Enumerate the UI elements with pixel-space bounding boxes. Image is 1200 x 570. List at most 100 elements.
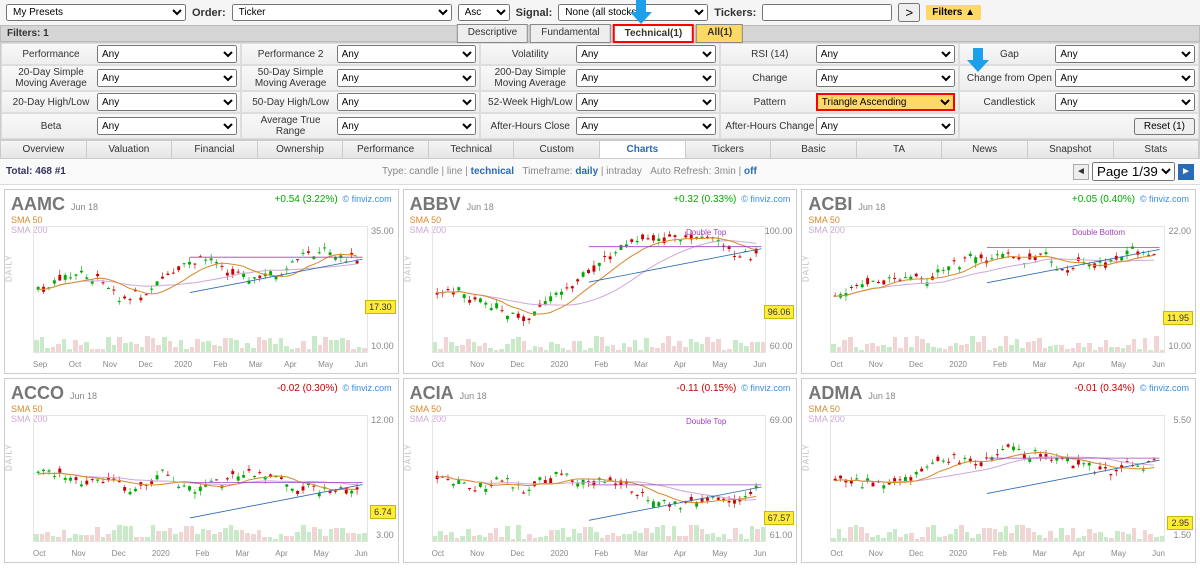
y-min: 1.50 bbox=[1173, 530, 1191, 540]
filter-cell: CandlestickAny bbox=[959, 91, 1199, 113]
chart-acbi[interactable]: ACBI Jun 18 SMA 50 SMA 200 +0.05 (0.40%)… bbox=[801, 189, 1196, 374]
chart-aamc[interactable]: AAMC Jun 18 SMA 50 SMA 200 +0.54 (3.22%)… bbox=[4, 189, 399, 374]
filter-select-change[interactable]: Any bbox=[816, 69, 956, 87]
chart-acia[interactable]: ACIA Jun 18 SMA 50 SMA 200 -0.11 (0.15%)… bbox=[403, 378, 798, 563]
page-prev-button[interactable]: ◄ bbox=[1073, 164, 1089, 180]
filter-cell: 20-Day High/LowAny bbox=[1, 91, 241, 113]
chart-date: Jun 18 bbox=[460, 391, 487, 401]
chart-ticker: ACIA bbox=[410, 383, 454, 404]
sma50-label: SMA 50 bbox=[808, 404, 1189, 414]
filter-cell: 50-Day High/LowAny bbox=[241, 91, 481, 113]
filter-label: After-Hours Close bbox=[484, 121, 576, 132]
viewtab-basic[interactable]: Basic bbox=[771, 141, 857, 158]
meta-row: Total: 468 #1 Type: candle | line | tech… bbox=[0, 159, 1200, 185]
sma50-label: SMA 50 bbox=[410, 215, 791, 225]
y-min: 10.00 bbox=[371, 341, 394, 351]
filter-select-50-day-high-low[interactable]: Any bbox=[337, 93, 477, 111]
viewtab-technical[interactable]: Technical bbox=[429, 141, 515, 158]
tab-technical[interactable]: Technical(1) bbox=[613, 24, 695, 43]
filter-label: Beta bbox=[5, 121, 97, 132]
viewtab-performance[interactable]: Performance bbox=[343, 141, 429, 158]
filter-label: Performance 2 bbox=[245, 49, 337, 60]
filter-select-after-hours-change[interactable]: Any bbox=[816, 117, 956, 135]
filter-select-performance-2[interactable]: Any bbox=[337, 45, 477, 63]
viewtab-stats[interactable]: Stats bbox=[1114, 141, 1200, 158]
chart-change: -0.02 (0.30%) bbox=[277, 383, 338, 394]
chart-source: © finviz.com bbox=[741, 194, 790, 204]
filter-label: Change from Open bbox=[963, 73, 1055, 84]
viewtab-valuation[interactable]: Valuation bbox=[87, 141, 173, 158]
viewtab-tickers[interactable]: Tickers bbox=[686, 141, 772, 158]
viewtab-ta[interactable]: TA bbox=[857, 141, 943, 158]
chart-change: +0.54 (3.22%) bbox=[275, 194, 338, 205]
viewtab-financial[interactable]: Financial bbox=[172, 141, 258, 158]
page-select[interactable]: Page 1/39 bbox=[1092, 162, 1175, 181]
filters-toggle[interactable]: Filters ▲ bbox=[926, 5, 981, 20]
chart-change: +0.32 (0.33%) bbox=[673, 194, 736, 205]
viewtab-custom[interactable]: Custom bbox=[514, 141, 600, 158]
filter-cell: 200-Day Simple Moving AverageAny bbox=[480, 65, 720, 91]
chart-acco[interactable]: ACCO Jun 18 SMA 50 SMA 200 -0.02 (0.30%)… bbox=[4, 378, 399, 563]
chart-adma[interactable]: ADMA Jun 18 SMA 50 SMA 200 -0.01 (0.34%)… bbox=[801, 378, 1196, 563]
y-max: 12.00 bbox=[371, 415, 394, 425]
filter-select-200-day-simple-moving-average[interactable]: Any bbox=[576, 69, 716, 87]
filter-select-pattern[interactable]: Triangle Ascending bbox=[816, 93, 956, 111]
filter-cell: After-Hours ChangeAny bbox=[720, 113, 960, 139]
filter-select-20-day-simple-moving-average[interactable]: Any bbox=[97, 69, 237, 87]
presets-select[interactable]: My Presets bbox=[6, 4, 186, 21]
direction-select[interactable]: Asc bbox=[458, 4, 510, 21]
price-tag: 6.74 bbox=[370, 505, 396, 519]
viewtab-ownership[interactable]: Ownership bbox=[258, 141, 344, 158]
filter-label: 52-Week High/Low bbox=[484, 97, 576, 108]
filter-select-20-day-high-low[interactable]: Any bbox=[97, 93, 237, 111]
filter-select-after-hours-close[interactable]: Any bbox=[576, 117, 716, 135]
filter-select-performance[interactable]: Any bbox=[97, 45, 237, 63]
chart-plot bbox=[432, 415, 767, 542]
callout-arrow-technical-tab bbox=[630, 0, 652, 26]
chart-date: Jun 18 bbox=[71, 202, 98, 212]
filter-select-average-true-range[interactable]: Any bbox=[337, 117, 477, 135]
sma50-label: SMA 50 bbox=[808, 215, 1189, 225]
filter-select-gap[interactable]: Any bbox=[1055, 45, 1195, 63]
chart-date: Jun 18 bbox=[858, 202, 885, 212]
y-max: 100.00 bbox=[765, 226, 793, 236]
filter-label: 200-Day Simple Moving Average bbox=[484, 67, 576, 89]
tickers-label: Tickers: bbox=[714, 7, 756, 19]
tickers-input[interactable] bbox=[762, 4, 892, 21]
viewtab-news[interactable]: News bbox=[942, 141, 1028, 158]
chart-ticker: AAMC bbox=[11, 194, 65, 215]
tab-descriptive[interactable]: Descriptive bbox=[457, 24, 528, 43]
filter-category-tabs: Descriptive Fundamental Technical(1) All… bbox=[457, 24, 743, 43]
filter-select-change-from-open[interactable]: Any bbox=[1055, 69, 1195, 87]
tab-all[interactable]: All(1) bbox=[696, 24, 743, 43]
filter-select-rsi-14-[interactable]: Any bbox=[816, 45, 956, 63]
chart-date: Jun 18 bbox=[868, 391, 895, 401]
chart-source: © finviz.com bbox=[741, 383, 790, 393]
x-axis: SepOctNovDec2020FebMarAprMayJun bbox=[33, 360, 368, 369]
filter-cell: Change from OpenAny bbox=[959, 65, 1199, 91]
tab-fundamental[interactable]: Fundamental bbox=[530, 24, 610, 43]
viewtab-overview[interactable]: Overview bbox=[1, 141, 87, 158]
reset-filters-button[interactable]: Reset (1) bbox=[1134, 118, 1195, 135]
filter-label: Change bbox=[724, 73, 816, 84]
chart-source: © finviz.com bbox=[343, 194, 392, 204]
filter-select-beta[interactable]: Any bbox=[97, 117, 237, 135]
sma50-label: SMA 50 bbox=[11, 404, 392, 414]
viewtab-charts[interactable]: Charts bbox=[600, 141, 686, 158]
chart-change: +0.05 (0.40%) bbox=[1072, 194, 1135, 205]
viewtab-snapshot[interactable]: Snapshot bbox=[1028, 141, 1114, 158]
filter-select-candlestick[interactable]: Any bbox=[1055, 93, 1195, 111]
filter-select-volatility[interactable]: Any bbox=[576, 45, 716, 63]
x-axis: OctNovDec2020FebMarAprMayJun bbox=[33, 549, 368, 558]
sma50-label: SMA 50 bbox=[11, 215, 392, 225]
filter-label: Average True Range bbox=[245, 115, 337, 137]
price-tag: 2.95 bbox=[1167, 516, 1193, 530]
filter-select-50-day-simple-moving-average[interactable]: Any bbox=[337, 69, 477, 87]
filter-select-52-week-high-low[interactable]: Any bbox=[576, 93, 716, 111]
go-button[interactable]: > bbox=[898, 3, 920, 22]
page-next-button[interactable]: ► bbox=[1178, 164, 1194, 180]
chart-abbv[interactable]: ABBV Jun 18 SMA 50 SMA 200 +0.32 (0.33%)… bbox=[403, 189, 798, 374]
order-select[interactable]: Ticker bbox=[232, 4, 452, 21]
filter-grid: PerformanceAnyPerformance 2AnyVolatility… bbox=[0, 42, 1200, 140]
chart-source: © finviz.com bbox=[1140, 194, 1189, 204]
